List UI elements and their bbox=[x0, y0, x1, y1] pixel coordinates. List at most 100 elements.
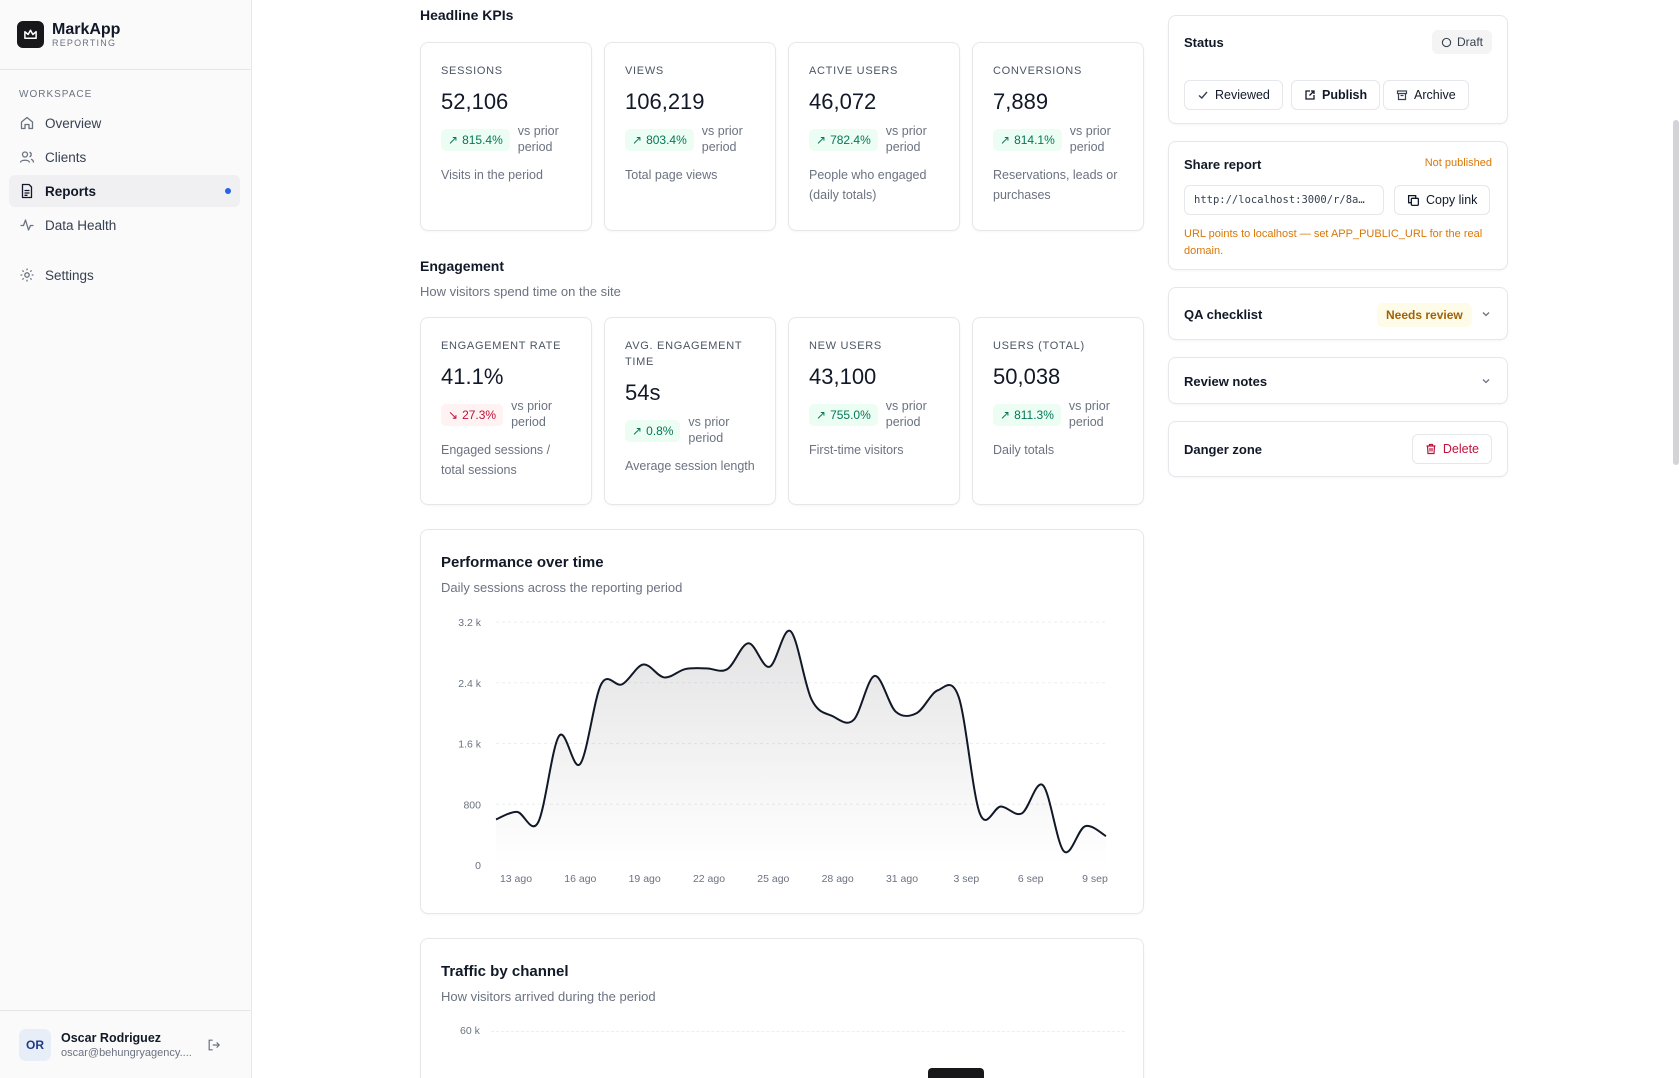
data-point[interactable] bbox=[787, 628, 793, 634]
traffic-bar[interactable] bbox=[928, 1068, 984, 1078]
brand-subtitle: REPORTING bbox=[52, 38, 117, 48]
kpi-description: Reservations, leads or purchases bbox=[993, 168, 1118, 202]
delta-badge: ↗ 803.4% bbox=[625, 129, 694, 151]
data-point[interactable] bbox=[956, 694, 962, 700]
vs-prior-label: vs prior period bbox=[885, 124, 927, 154]
data-point[interactable] bbox=[872, 673, 878, 679]
data-point[interactable] bbox=[914, 710, 920, 716]
data-point[interactable] bbox=[1019, 810, 1025, 816]
archive-button[interactable]: Archive bbox=[1383, 80, 1469, 110]
trend-up-icon: ↗ bbox=[816, 408, 827, 422]
kpi-label: Conversions bbox=[993, 65, 1082, 77]
qa-checklist-panel[interactable]: QA checklist Needs review bbox=[1168, 287, 1508, 340]
kpi-description: Average session length bbox=[625, 459, 755, 473]
data-point[interactable] bbox=[598, 681, 604, 687]
data-point[interactable] bbox=[514, 809, 520, 815]
avatar[interactable]: OR bbox=[19, 1028, 51, 1061]
x-tick-label: 13 ago bbox=[500, 873, 532, 885]
kpi-description: Daily totals bbox=[993, 443, 1055, 457]
data-point[interactable] bbox=[640, 662, 646, 668]
data-point[interactable] bbox=[619, 681, 625, 687]
data-point[interactable] bbox=[745, 640, 751, 646]
x-tick-label: 6 sep bbox=[1018, 873, 1044, 885]
x-tick-label: 3 sep bbox=[953, 873, 979, 885]
qa-title: QA checklist bbox=[1184, 307, 1263, 322]
delete-button[interactable]: Delete bbox=[1411, 434, 1492, 464]
data-point[interactable] bbox=[577, 761, 583, 767]
kpi-label: Engagement rate bbox=[441, 340, 562, 352]
sidebar-item-label: Overview bbox=[45, 115, 102, 131]
data-point[interactable] bbox=[493, 816, 499, 822]
kpi-card-new-users: New users 43,100 ↗ 755.0% vs prior period… bbox=[788, 317, 960, 505]
vs-prior-label: vs prior period bbox=[511, 399, 553, 429]
reviewed-button[interactable]: Reviewed bbox=[1184, 80, 1283, 110]
y-tick-label: 800 bbox=[463, 799, 481, 811]
data-point[interactable] bbox=[1061, 848, 1067, 854]
user-email: oscar@behungryagency.... bbox=[61, 1046, 192, 1059]
publish-button[interactable]: Publish bbox=[1291, 80, 1381, 110]
data-point[interactable] bbox=[851, 717, 857, 723]
traffic-gridline bbox=[491, 1031, 1125, 1032]
users-icon bbox=[19, 149, 35, 165]
delta-badge: ↗ 815.4% bbox=[441, 129, 510, 151]
data-point[interactable] bbox=[766, 664, 772, 670]
status-title: Status bbox=[1184, 35, 1224, 50]
sidebar-item-settings[interactable]: Settings bbox=[9, 259, 240, 291]
share-url-field[interactable]: http://localhost:3000/r/8a… bbox=[1184, 185, 1384, 215]
needs-review-badge: Needs review bbox=[1377, 303, 1472, 327]
brand[interactable]: MarkApp REPORTING bbox=[0, 0, 251, 70]
sidebar-nav: Overview Clients Reports Data Health bbox=[9, 107, 240, 243]
chevron-down-icon[interactable] bbox=[1480, 375, 1492, 387]
trend-up-icon: ↗ bbox=[448, 133, 459, 147]
x-tick-label: 9 sep bbox=[1082, 873, 1108, 885]
delta-badge: ↗ 814.1% bbox=[993, 129, 1062, 151]
delta-badge: ↗ 0.8% bbox=[625, 420, 681, 442]
scrollbar[interactable] bbox=[1673, 120, 1679, 465]
data-point[interactable] bbox=[830, 713, 836, 719]
share-state: Not published bbox=[1424, 157, 1492, 169]
data-point[interactable] bbox=[535, 819, 541, 825]
trend-down-icon: ↘ bbox=[448, 408, 459, 422]
logout-icon[interactable] bbox=[207, 1038, 221, 1057]
kpi-label: Users (total) bbox=[993, 340, 1085, 352]
chevron-down-icon[interactable] bbox=[1480, 308, 1492, 320]
sidebar-item-clients[interactable]: Clients bbox=[9, 141, 240, 173]
share-warning: URL points to localhost — set APP_PUBLIC… bbox=[1184, 228, 1483, 257]
vs-prior-label: vs prior period bbox=[1068, 399, 1110, 429]
trend-up-icon: ↗ bbox=[632, 133, 643, 147]
kpi-label: Avg. engagement time bbox=[625, 340, 743, 368]
sidebar-item-data-health[interactable]: Data Health bbox=[9, 209, 240, 241]
data-point[interactable] bbox=[977, 810, 983, 816]
trend-up-icon: ↗ bbox=[1000, 408, 1011, 422]
data-point[interactable] bbox=[682, 666, 688, 672]
data-point[interactable] bbox=[935, 687, 941, 693]
kpi-value: 52,106 bbox=[441, 89, 509, 114]
x-tick-label: 19 ago bbox=[629, 873, 661, 885]
kpi-card-sessions: Sessions 52,106 ↗ 815.4% vs prior period … bbox=[420, 42, 592, 231]
copy-link-button[interactable]: Copy link bbox=[1394, 185, 1491, 215]
data-point[interactable] bbox=[1103, 833, 1109, 839]
x-tick-label: 31 ago bbox=[886, 873, 918, 885]
kpi-value: 43,100 bbox=[809, 364, 877, 389]
data-point[interactable] bbox=[703, 665, 709, 671]
data-point[interactable] bbox=[724, 666, 730, 672]
file-icon bbox=[19, 183, 35, 199]
data-point[interactable] bbox=[1082, 823, 1088, 829]
sessions-line[interactable] bbox=[495, 630, 1107, 854]
data-point[interactable] bbox=[556, 733, 562, 739]
data-point[interactable] bbox=[893, 709, 899, 715]
sidebar-item-overview[interactable]: Overview bbox=[9, 107, 240, 139]
y-tick-label: 2.4 k bbox=[458, 678, 482, 690]
brand-name: MarkApp bbox=[52, 21, 121, 38]
delta-badge: ↗ 755.0% bbox=[809, 404, 878, 426]
vs-prior-label: vs prior period bbox=[701, 124, 743, 154]
review-notes-panel[interactable]: Review notes bbox=[1168, 357, 1508, 404]
sidebar-item-reports[interactable]: Reports bbox=[9, 175, 240, 207]
data-point[interactable] bbox=[1040, 782, 1046, 788]
x-tick-label: 16 ago bbox=[564, 873, 596, 885]
home-icon bbox=[19, 115, 35, 131]
data-point[interactable] bbox=[661, 674, 667, 680]
data-point[interactable] bbox=[809, 696, 815, 702]
data-point[interactable] bbox=[998, 804, 1004, 810]
sidebar: MarkApp REPORTING WORKSPACE Overview Cli… bbox=[0, 0, 252, 1078]
